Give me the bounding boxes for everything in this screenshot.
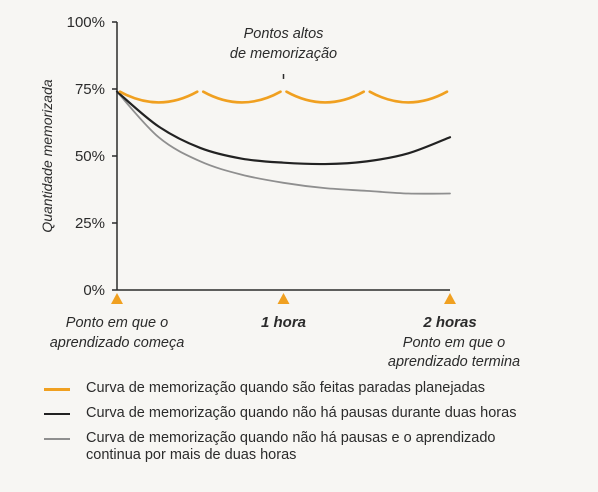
legend-label-planned-breaks: Curva de memorização quando são feitas p… [86, 380, 485, 396]
y-tick-label: 100% [67, 14, 105, 31]
y-tick-label: 75% [75, 81, 105, 98]
x-end-note-line: aprendizado termina [388, 354, 520, 370]
y-tick-label: 50% [75, 148, 105, 165]
annotation-line1: Pontos altos [244, 26, 324, 42]
legend-swatch-orange [44, 388, 70, 391]
series-segment-planned-breaks [368, 90, 449, 104]
chart-labels: 0% 25% 50% 75% 100% Quantidade memorizada Pont… [39, 14, 520, 370]
chart-axes [111, 21, 456, 304]
y-tick-label: 0% [83, 282, 105, 299]
legend-item-planned-breaks: Curva de memorização quando são feitas p… [40, 380, 590, 397]
x-tick-label-line2: aprendizado começa [50, 335, 185, 351]
y-tick-label: 25% [75, 215, 105, 232]
legend-swatch-gray [44, 438, 70, 440]
x-tick-marker [111, 293, 123, 304]
x-tick-label: 1 hora [261, 314, 306, 331]
x-tick-marker [444, 293, 456, 304]
chart-legend: Curva de memorização quando são feitas p… [40, 380, 590, 472]
series-segment-planned-breaks [201, 90, 282, 104]
legend-item-no-breaks-longer: Curva de memorização quando não há pausa… [40, 430, 590, 464]
legend-swatch-black [44, 413, 70, 415]
legend-label-no-breaks-two-hours: Curva de memorização quando não há pausa… [86, 405, 517, 421]
legend-label-no-breaks-longer-line2: continua por mais de duas horas [86, 447, 297, 463]
series-segment-planned-breaks [118, 90, 199, 104]
chart-series [115, 90, 452, 195]
legend-label-no-breaks-longer-line1: Curva de memorização quando não há pausa… [86, 430, 496, 446]
y-axis-label: Quantidade memorizada [39, 79, 55, 233]
chart: 0% 25% 50% 75% 100% Quantidade memorizada Pont… [39, 14, 520, 370]
series-segment-planned-breaks [285, 90, 366, 104]
x-end-note-line: Ponto em que o [403, 335, 505, 351]
x-tick-marker [277, 293, 290, 304]
series-line-no-breaks-longer [116, 90, 451, 195]
x-tick-label: Ponto em que o [66, 315, 168, 331]
series-line-no-breaks [115, 90, 452, 166]
x-tick-label: 2 horas [422, 314, 476, 331]
legend-item-no-breaks-two-hours: Curva de memorização quando não há pausa… [40, 405, 590, 422]
annotation-line2: de memorização [230, 46, 337, 62]
